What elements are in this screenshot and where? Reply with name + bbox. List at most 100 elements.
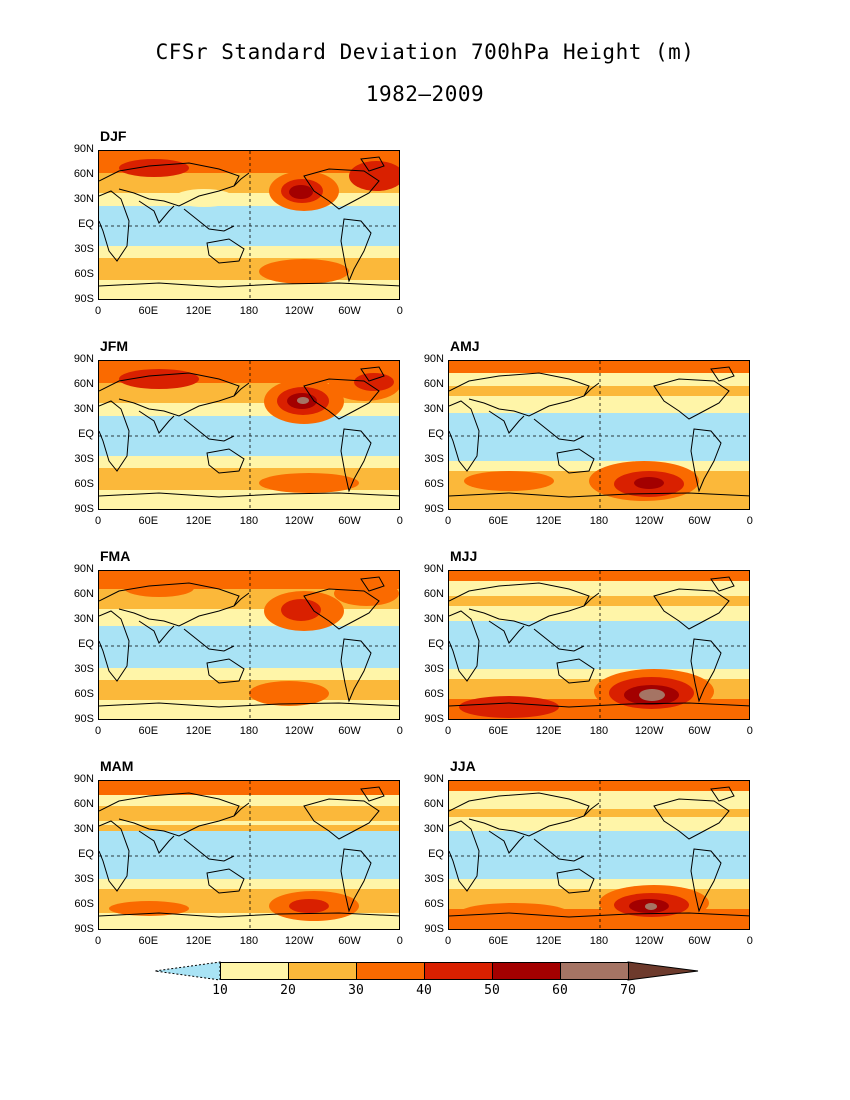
lat-tick-label: 60S — [74, 898, 94, 910]
lon-tick-label: 120E — [535, 515, 562, 527]
contour-blob — [297, 397, 309, 404]
coastline — [183, 628, 235, 652]
lat-tick-label: 90S — [74, 923, 94, 935]
lat-tick-label: 90S — [424, 503, 444, 515]
lat-tick-label: 30S — [74, 243, 94, 255]
lon-tick-label: 0 — [94, 305, 102, 317]
colorbar-max-arrow — [627, 961, 699, 981]
contour-blob — [349, 161, 399, 191]
contour-blob — [289, 899, 329, 913]
lat-tick-label: 90N — [423, 353, 444, 365]
contour-band — [449, 461, 749, 471]
contour-band — [449, 831, 749, 879]
coastline — [449, 610, 480, 682]
lat-tick-label: 30N — [73, 403, 94, 415]
panel-label: DJF — [100, 128, 127, 144]
lon-tick-label: 0 — [746, 935, 753, 947]
lat-tick-label: 90N — [73, 773, 94, 785]
coastline — [710, 576, 735, 592]
lat-tick-label: 30N — [423, 403, 444, 415]
colorbar-label: 60 — [552, 983, 568, 998]
contour-band — [449, 879, 749, 889]
coastline — [233, 802, 250, 817]
coastline — [583, 382, 600, 397]
map-field — [98, 150, 400, 300]
coastline — [99, 400, 130, 472]
contour-band — [99, 700, 399, 719]
coastline — [449, 492, 749, 498]
coastline — [340, 848, 372, 913]
colorbar-label: 30 — [348, 983, 364, 998]
coastline-overlay — [449, 361, 749, 509]
lon-tick-label: 120E — [185, 515, 212, 527]
colorbar-label: 50 — [484, 983, 500, 998]
contour-blob — [289, 185, 313, 199]
lon-tick-label: 60E — [488, 725, 509, 737]
contour-blob — [139, 781, 229, 793]
coastline-overlay — [99, 361, 399, 509]
coastline — [488, 620, 525, 644]
lon-tick-label: 0 — [444, 515, 452, 527]
lon-tick-label: 120E — [185, 305, 212, 317]
coastline — [99, 162, 240, 207]
colorbar-segment — [424, 962, 493, 980]
colorbar-label: 10 — [212, 983, 228, 998]
coastline — [303, 378, 380, 420]
lon-tick-label: 0 — [396, 935, 403, 947]
coastline — [303, 588, 380, 630]
lat-tick-label: 30S — [424, 663, 444, 675]
lat-tick-label: 90N — [423, 563, 444, 575]
contour-band — [99, 626, 399, 671]
map-panel-amj — [448, 360, 750, 510]
panel-label: MJJ — [450, 548, 478, 564]
map-field — [98, 780, 400, 930]
coastline — [488, 830, 525, 854]
lon-tick-label: 60E — [488, 515, 509, 527]
contour-band — [99, 280, 399, 299]
contour-blob — [559, 571, 639, 581]
coastline — [99, 190, 130, 262]
figure-subtitle: 1982–2009 — [365, 82, 485, 106]
panel-label: JJA — [450, 758, 476, 774]
contour-band — [449, 621, 749, 669]
map-field — [98, 360, 400, 510]
coastline — [99, 492, 399, 498]
lat-tick-label: 60S — [424, 688, 444, 700]
lat-tick-label: 30N — [73, 823, 94, 835]
lat-tick-label: 30S — [74, 873, 94, 885]
coastline — [99, 282, 399, 288]
lat-tick-label: EQ — [428, 848, 444, 860]
coastline — [449, 792, 590, 837]
panel-label: MAM — [100, 758, 134, 774]
lon-tick-label: 60E — [138, 935, 159, 947]
coastline — [138, 200, 175, 224]
lon-tick-label: 180 — [239, 305, 259, 317]
lon-tick-label: 120W — [634, 515, 664, 527]
lat-tick-label: 90N — [73, 353, 94, 365]
lon-tick-label: 60E — [488, 935, 509, 947]
colorbar-label: 70 — [620, 983, 636, 998]
coastline — [360, 366, 385, 382]
contour-blob — [464, 471, 554, 491]
contour-band — [99, 806, 399, 821]
lat-tick-label: 30N — [423, 613, 444, 625]
coastline — [449, 372, 590, 417]
lon-tick-label: 60E — [138, 515, 159, 527]
contour-band — [99, 416, 399, 461]
coastline — [183, 208, 235, 232]
lat-tick-label: 60N — [423, 588, 444, 600]
coastline-overlay — [99, 151, 399, 299]
coastline — [360, 156, 385, 172]
lon-tick-label: 120E — [185, 935, 212, 947]
coastline — [449, 702, 749, 708]
lon-tick-label: 60W — [688, 725, 711, 737]
coastline-overlay — [449, 571, 749, 719]
lon-tick-label: 0 — [94, 725, 102, 737]
colorbar-label: 20 — [280, 983, 296, 998]
colorbar-segment — [492, 962, 561, 980]
lon-tick-label: 0 — [746, 725, 753, 737]
lon-tick-label: 180 — [589, 935, 609, 947]
contour-band — [99, 456, 399, 468]
lat-tick-label: 60S — [74, 688, 94, 700]
contour-band — [99, 879, 399, 889]
